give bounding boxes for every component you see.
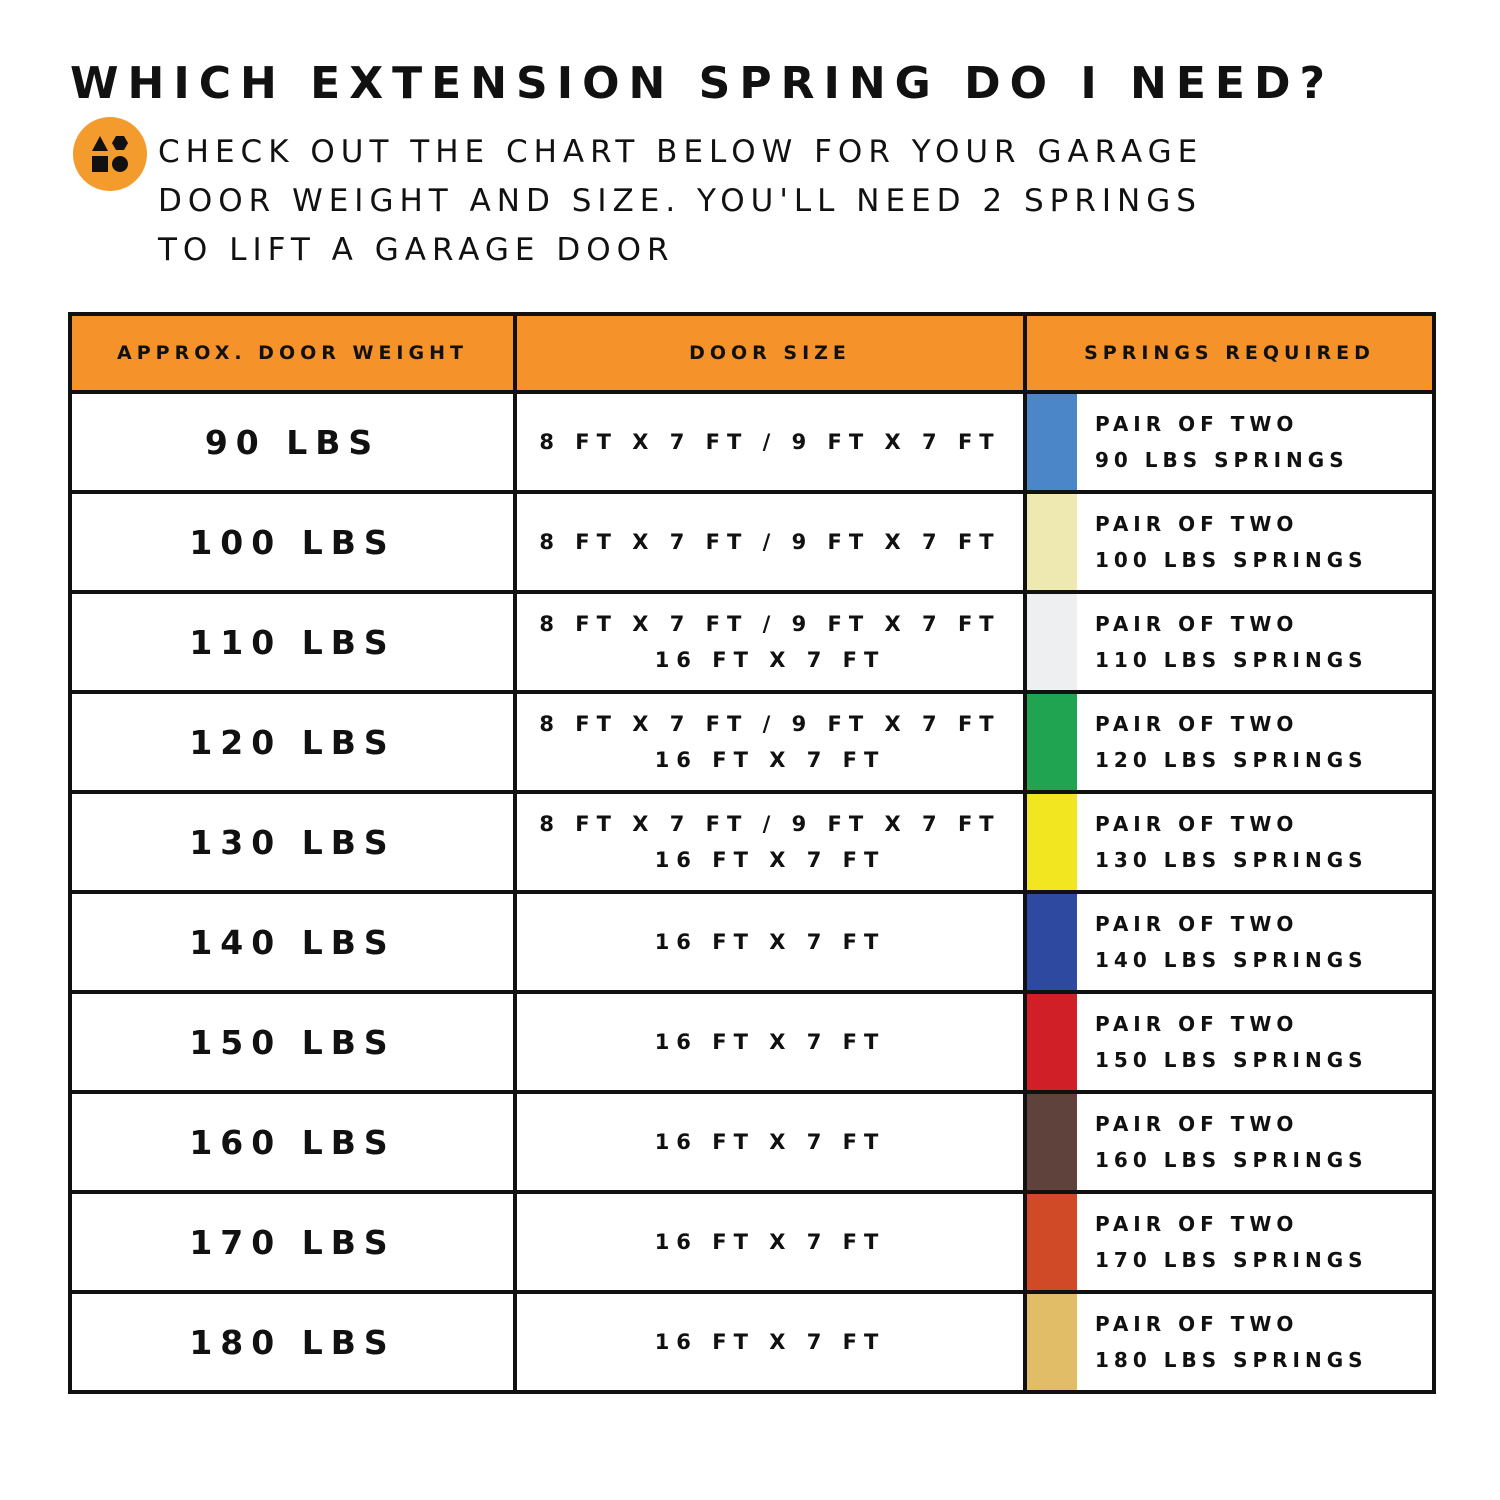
door-size-line: 16 FT X 7 FT (654, 1230, 886, 1254)
spring-pair-label: PAIR OF TWO (1095, 812, 1299, 836)
door-weight-cell: 140 LBS (68, 890, 517, 994)
intro-line: TO LIFT A GARAGE DOOR (158, 232, 675, 268)
spring-color-swatch (1027, 1294, 1077, 1390)
springs-required-cell: PAIR OF TWO 150 LBS SPRINGS (1023, 990, 1436, 1094)
table-row: 120 LBS 8 FT X 7 FT / 9 FT X 7 FT 16 FT X … (68, 690, 1436, 794)
door-size-cell: 16 FT X 7 FT (513, 1090, 1027, 1194)
door-weight-cell: 120 LBS (68, 690, 517, 794)
table-row: 90 LBS 8 FT X 7 FT / 9 FT X 7 FT PAIR OF … (68, 390, 1436, 494)
door-size-cell: 8 FT X 7 FT / 9 FT X 7 FT 16 FT X 7 FT (513, 690, 1027, 794)
spring-weight-label: 100 LBS SPRINGS (1095, 548, 1368, 572)
spring-weight-label: 160 LBS SPRINGS (1095, 1148, 1368, 1172)
table-row: 140 LBS 16 FT X 7 FT PAIR OF TWO 140 LBS … (68, 890, 1436, 994)
door-size-line: 16 FT X 7 FT (654, 648, 886, 672)
spring-pair-label: PAIR OF TWO (1095, 1312, 1299, 1336)
spring-color-swatch (1027, 894, 1077, 990)
spring-pair-label: PAIR OF TWO (1095, 1012, 1299, 1036)
spring-color-swatch (1027, 394, 1077, 490)
door-weight-cell: 180 LBS (68, 1290, 517, 1394)
springs-required-cell: PAIR OF TWO 110 LBS SPRINGS (1023, 590, 1436, 694)
spring-weight-label: 120 LBS SPRINGS (1095, 748, 1368, 772)
door-size-line: 16 FT X 7 FT (654, 748, 886, 772)
spring-pair-label: PAIR OF TWO (1095, 912, 1299, 936)
table-row: 170 LBS 16 FT X 7 FT PAIR OF TWO 170 LBS … (68, 1190, 1436, 1294)
door-weight-cell: 150 LBS (68, 990, 517, 1094)
spring-pair-label: PAIR OF TWO (1095, 712, 1299, 736)
springs-required-cell: PAIR OF TWO 140 LBS SPRINGS (1023, 890, 1436, 994)
spring-weight-label: 90 LBS SPRINGS (1095, 448, 1349, 472)
spring-weight-label: 110 LBS SPRINGS (1095, 648, 1368, 672)
springs-required-cell: PAIR OF TWO 90 LBS SPRINGS (1023, 390, 1436, 494)
table-row: 100 LBS 8 FT X 7 FT / 9 FT X 7 FT PAIR OF… (68, 490, 1436, 594)
door-size-line: 16 FT X 7 FT (654, 1030, 886, 1054)
door-size-cell: 8 FT X 7 FT / 9 FT X 7 FT (513, 490, 1027, 594)
door-size-cell: 8 FT X 7 FT / 9 FT X 7 FT 16 FT X 7 FT (513, 790, 1027, 894)
door-size-cell: 16 FT X 7 FT (513, 1190, 1027, 1294)
door-size-cell: 8 FT X 7 FT / 9 FT X 7 FT 16 FT X 7 FT (513, 590, 1027, 694)
shapes-badge (73, 117, 147, 191)
spring-color-swatch (1027, 594, 1077, 690)
table-row: 130 LBS 8 FT X 7 FT / 9 FT X 7 FT 16 FT X … (68, 790, 1436, 894)
table-row: 160 LBS 16 FT X 7 FT PAIR OF TWO 160 LBS … (68, 1090, 1436, 1194)
spring-weight-label: 130 LBS SPRINGS (1095, 848, 1368, 872)
door-size-line: 16 FT X 7 FT (654, 848, 886, 872)
intro-line: CHECK OUT THE CHART BELOW FOR YOUR GARAG… (158, 134, 1204, 170)
door-weight-cell: 160 LBS (68, 1090, 517, 1194)
column-header-weight: APPROX. DOOR WEIGHT (68, 312, 517, 394)
shapes-icon (92, 136, 128, 172)
door-size-line: 16 FT X 7 FT (654, 1330, 886, 1354)
door-size-cell: 16 FT X 7 FT (513, 890, 1027, 994)
spring-pair-label: PAIR OF TWO (1095, 512, 1299, 536)
table-row: 150 LBS 16 FT X 7 FT PAIR OF TWO 150 LBS … (68, 990, 1436, 1094)
springs-required-cell: PAIR OF TWO 130 LBS SPRINGS (1023, 790, 1436, 894)
spring-color-swatch (1027, 794, 1077, 890)
door-size-line: 16 FT X 7 FT (654, 930, 886, 954)
intro-text: CHECK OUT THE CHART BELOW FOR YOUR GARAG… (158, 128, 1203, 275)
spring-color-swatch (1027, 1094, 1077, 1190)
door-size-line: 8 FT X 7 FT / 9 FT X 7 FT (539, 812, 1001, 836)
door-size-line: 8 FT X 7 FT / 9 FT X 7 FT (539, 430, 1001, 454)
springs-required-cell: PAIR OF TWO 170 LBS SPRINGS (1023, 1190, 1436, 1294)
table-row: 110 LBS 8 FT X 7 FT / 9 FT X 7 FT 16 FT X … (68, 590, 1436, 694)
door-size-line: 8 FT X 7 FT / 9 FT X 7 FT (539, 712, 1001, 736)
door-weight-cell: 130 LBS (68, 790, 517, 894)
spring-color-swatch (1027, 494, 1077, 590)
spring-weight-label: 180 LBS SPRINGS (1095, 1348, 1368, 1372)
door-size-line: 16 FT X 7 FT (654, 1130, 886, 1154)
springs-required-cell: PAIR OF TWO 120 LBS SPRINGS (1023, 690, 1436, 794)
springs-required-cell: PAIR OF TWO 180 LBS SPRINGS (1023, 1290, 1436, 1394)
column-header-size: DOOR SIZE (513, 312, 1027, 394)
table-row: 180 LBS 16 FT X 7 FT PAIR OF TWO 180 LBS … (68, 1290, 1436, 1394)
door-weight-cell: 110 LBS (68, 590, 517, 694)
springs-required-cell: PAIR OF TWO 160 LBS SPRINGS (1023, 1090, 1436, 1194)
page-title: WHICH EXTENSION SPRING DO I NEED? (70, 58, 1335, 109)
door-size-line: 8 FT X 7 FT / 9 FT X 7 FT (539, 530, 1001, 554)
spring-chart-table: APPROX. DOOR WEIGHT DOOR SIZE SPRINGS RE… (68, 312, 1436, 1394)
table-header-row: APPROX. DOOR WEIGHT DOOR SIZE SPRINGS RE… (68, 312, 1436, 394)
column-header-springs: SPRINGS REQUIRED (1023, 312, 1436, 394)
spring-pair-label: PAIR OF TWO (1095, 1212, 1299, 1236)
springs-required-cell: PAIR OF TWO 100 LBS SPRINGS (1023, 490, 1436, 594)
door-size-line: 8 FT X 7 FT / 9 FT X 7 FT (539, 612, 1001, 636)
spring-color-swatch (1027, 994, 1077, 1090)
spring-weight-label: 150 LBS SPRINGS (1095, 1048, 1368, 1072)
spring-pair-label: PAIR OF TWO (1095, 412, 1299, 436)
spring-pair-label: PAIR OF TWO (1095, 612, 1299, 636)
spring-weight-label: 170 LBS SPRINGS (1095, 1248, 1368, 1272)
spring-weight-label: 140 LBS SPRINGS (1095, 948, 1368, 972)
door-weight-cell: 100 LBS (68, 490, 517, 594)
spring-color-swatch (1027, 694, 1077, 790)
door-weight-cell: 90 LBS (68, 390, 517, 494)
door-weight-cell: 170 LBS (68, 1190, 517, 1294)
door-size-cell: 16 FT X 7 FT (513, 990, 1027, 1094)
spring-pair-label: PAIR OF TWO (1095, 1112, 1299, 1136)
spring-color-swatch (1027, 1194, 1077, 1290)
door-size-cell: 8 FT X 7 FT / 9 FT X 7 FT (513, 390, 1027, 494)
door-size-cell: 16 FT X 7 FT (513, 1290, 1027, 1394)
intro-line: DOOR WEIGHT AND SIZE. YOU'LL NEED 2 SPRI… (158, 183, 1202, 219)
